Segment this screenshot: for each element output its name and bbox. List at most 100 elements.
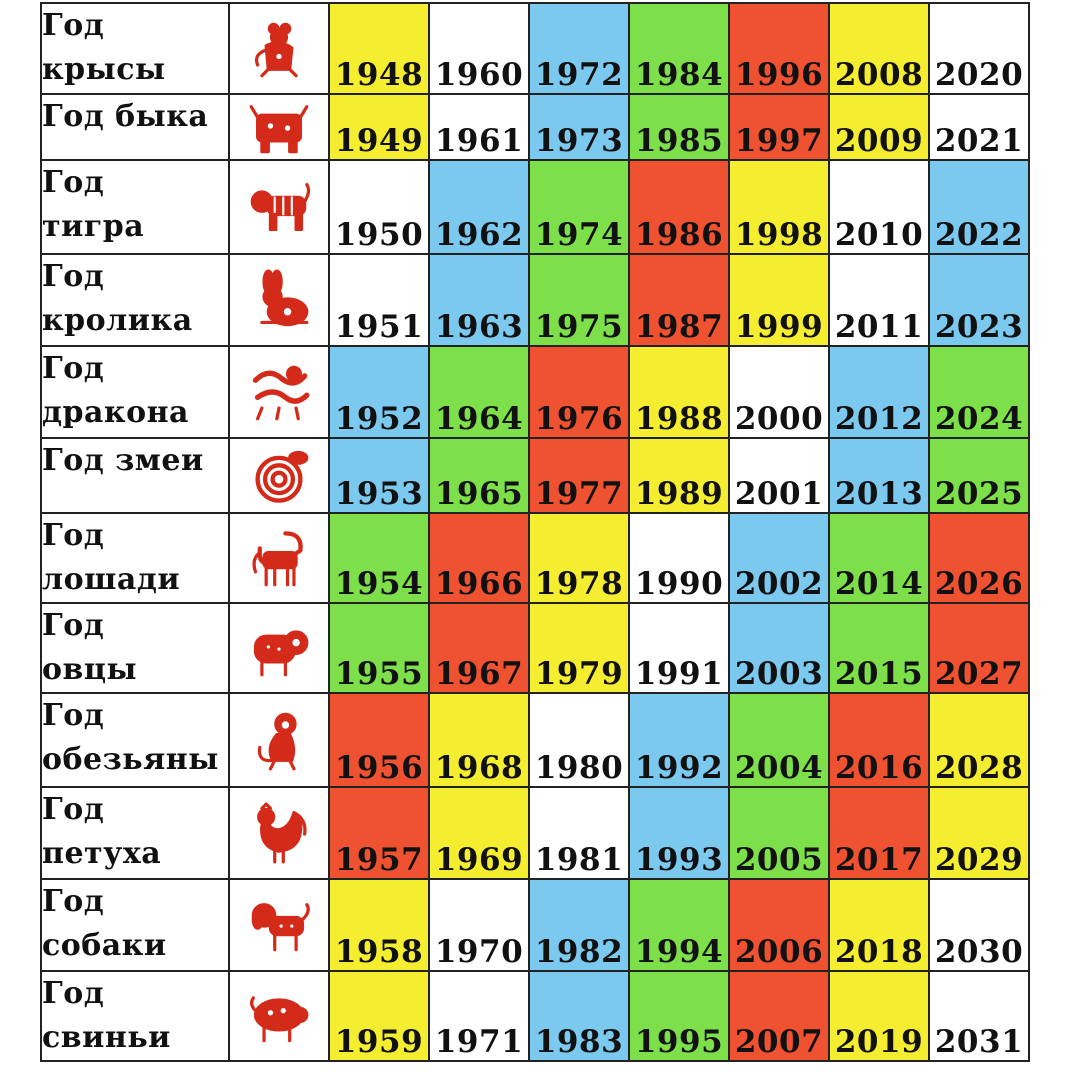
year-cell: 1950 — [328, 159, 430, 255]
year-cell: 1952 — [328, 345, 430, 439]
zodiac-icon-cell — [228, 2, 330, 95]
year-cell: 1994 — [628, 878, 730, 972]
year-name-text: Год — [42, 884, 105, 919]
year-cell: 1960 — [428, 2, 530, 95]
zodiac-icon-cell — [228, 253, 330, 347]
year-cell: 1968 — [428, 692, 530, 788]
year-cell: 1958 — [328, 878, 430, 972]
zodiac-years-table: Год крысы 1948 1960 1972 1984 1996 2008 2020 Год … — [40, 2, 1030, 1062]
zodiac-icon-cell — [228, 602, 330, 694]
table-row: Год лошади 1954 1966 1978 1990 2002 2014 2026 — [40, 512, 1030, 604]
year-cell: 2001 — [728, 437, 830, 514]
year-cell: 2014 — [828, 512, 930, 604]
year-cell: 2016 — [828, 692, 930, 788]
year-name-text: Год — [42, 792, 105, 827]
year-name-cell: Год тигра — [40, 159, 230, 255]
table-row: Год тигра 1950 1962 1974 1986 1998 2010 2022 — [40, 159, 1030, 255]
zodiac-icon-cell — [228, 512, 330, 604]
table-row: Год обезьяны 1956 1968 1980 1992 2004 2016 2028 — [40, 692, 1030, 788]
year-cell: 2009 — [828, 93, 930, 161]
year-cell: 1949 — [328, 93, 430, 161]
year-cell: 1973 — [528, 93, 630, 161]
year-cell: 1969 — [428, 786, 530, 880]
year-cell: 1991 — [628, 602, 730, 694]
year-cell: 1990 — [628, 512, 730, 604]
year-cell: 2013 — [828, 437, 930, 514]
year-cell: 2026 — [928, 512, 1030, 604]
horse-icon — [230, 527, 328, 589]
year-name-cell: Год змеи — [40, 437, 230, 514]
table-row: Год крысы 1948 1960 1972 1984 1996 2008 2020 — [40, 2, 1030, 95]
year-cell: 1993 — [628, 786, 730, 880]
year-cell: 1962 — [428, 159, 530, 255]
year-name-text: кролика — [42, 303, 193, 338]
year-name-text: Год — [42, 259, 105, 294]
snake-icon — [230, 445, 328, 507]
year-cell: 2004 — [728, 692, 830, 788]
year-name-text: Год — [42, 698, 105, 733]
zodiac-icon-cell — [228, 437, 330, 514]
year-cell: 2015 — [828, 602, 930, 694]
year-cell: 1981 — [528, 786, 630, 880]
year-name-text: петуха — [42, 836, 162, 871]
table-row: Год дракона 1952 1964 1976 1988 2000 2012 2024 — [40, 345, 1030, 439]
year-cell: 1982 — [528, 878, 630, 972]
year-name-text: тигра — [42, 209, 145, 244]
year-cell: 2005 — [728, 786, 830, 880]
year-cell: 1978 — [528, 512, 630, 604]
year-cell: 1989 — [628, 437, 730, 514]
year-cell: 1954 — [328, 512, 430, 604]
year-cell: 1984 — [628, 2, 730, 95]
year-name-text: лошади — [42, 562, 181, 597]
year-name-cell: Год обезьяны — [40, 692, 230, 788]
year-name-text: Год — [42, 976, 105, 1011]
table-row: Год змеи 1953 1965 1977 1989 2001 2013 2025 — [40, 437, 1030, 514]
year-cell: 1980 — [528, 692, 630, 788]
year-cell: 1987 — [628, 253, 730, 347]
year-name-text: овцы — [42, 652, 138, 687]
year-cell: 2020 — [928, 2, 1030, 95]
year-cell: 2025 — [928, 437, 1030, 514]
year-cell: 1951 — [328, 253, 430, 347]
year-name-text: Год — [42, 518, 105, 553]
year-name-text: крысы — [42, 52, 166, 87]
year-name-cell: Год лошади — [40, 512, 230, 604]
year-name-text: собаки — [42, 928, 167, 963]
year-cell: 1972 — [528, 2, 630, 95]
zodiac-icon-cell — [228, 970, 330, 1062]
year-cell: 2023 — [928, 253, 1030, 347]
zodiac-icon-cell — [228, 345, 330, 439]
year-cell: 1970 — [428, 878, 530, 972]
year-cell: 1966 — [428, 512, 530, 604]
monkey-icon — [230, 709, 328, 771]
year-cell: 1996 — [728, 2, 830, 95]
table-row: Год кролика 1951 1963 1975 1987 1999 2011 2023 — [40, 253, 1030, 347]
tiger-icon — [230, 176, 328, 238]
year-name-cell: Год свиньи — [40, 970, 230, 1062]
year-name-text: обезьяны — [42, 742, 219, 777]
year-name-cell: Год быка — [40, 93, 230, 161]
year-name-text: Год быка — [42, 99, 209, 134]
dog-icon — [230, 894, 328, 956]
year-cell: 2028 — [928, 692, 1030, 788]
year-cell: 1963 — [428, 253, 530, 347]
year-name-cell: Год дракона — [40, 345, 230, 439]
year-cell: 1975 — [528, 253, 630, 347]
year-cell: 1986 — [628, 159, 730, 255]
year-name-text: свиньи — [42, 1020, 171, 1055]
year-cell: 1956 — [328, 692, 430, 788]
year-name-cell: Год овцы — [40, 602, 230, 694]
year-cell: 1957 — [328, 786, 430, 880]
year-cell: 1985 — [628, 93, 730, 161]
table-row: Год собаки 1958 1970 1982 1994 2006 2018 2030 — [40, 878, 1030, 972]
year-name-cell: Год собаки — [40, 878, 230, 972]
year-cell: 1965 — [428, 437, 530, 514]
year-cell: 1948 — [328, 2, 430, 95]
year-cell: 2030 — [928, 878, 1030, 972]
zodiac-icon-cell — [228, 692, 330, 788]
rat-icon — [230, 18, 328, 80]
sheep-icon — [230, 617, 328, 679]
table-row: Год петуха 1957 1969 1981 1993 2005 2017 2029 — [40, 786, 1030, 880]
ox-icon — [230, 96, 328, 158]
year-cell: 1967 — [428, 602, 530, 694]
